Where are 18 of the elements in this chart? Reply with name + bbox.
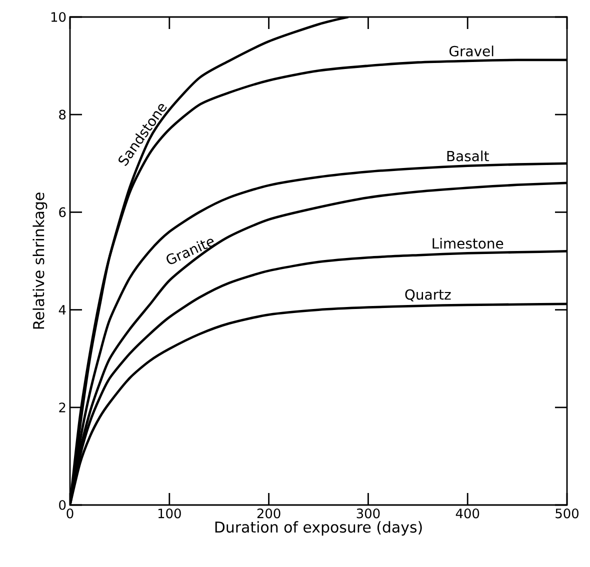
x-tick-label: 500 [556,508,578,518]
y-axis-title: Relative shrinkage [32,192,48,329]
x-tick-label: 200 [257,508,280,518]
y-tick-label: 8 [59,110,66,120]
y-tick-label: 4 [58,305,66,315]
x-tick-label: 300 [356,508,380,518]
series-label: Basalt [447,150,489,162]
series-label: Limestone [432,238,504,249]
y-tick-label: 2 [59,402,66,412]
x-tick-label: 100 [158,508,181,518]
legend-label: Gravel [449,46,494,56]
y-tick-label: 10 [51,12,66,22]
x-axis-title: Duration of exposure (days) [215,521,422,536]
series-label: Quartz [405,289,451,302]
x-tick-label: 400 [456,508,480,518]
x-tick-label: 0 [66,508,74,518]
y-tick-label: 0 [59,500,66,510]
y-tick-label: 6 [59,207,66,218]
